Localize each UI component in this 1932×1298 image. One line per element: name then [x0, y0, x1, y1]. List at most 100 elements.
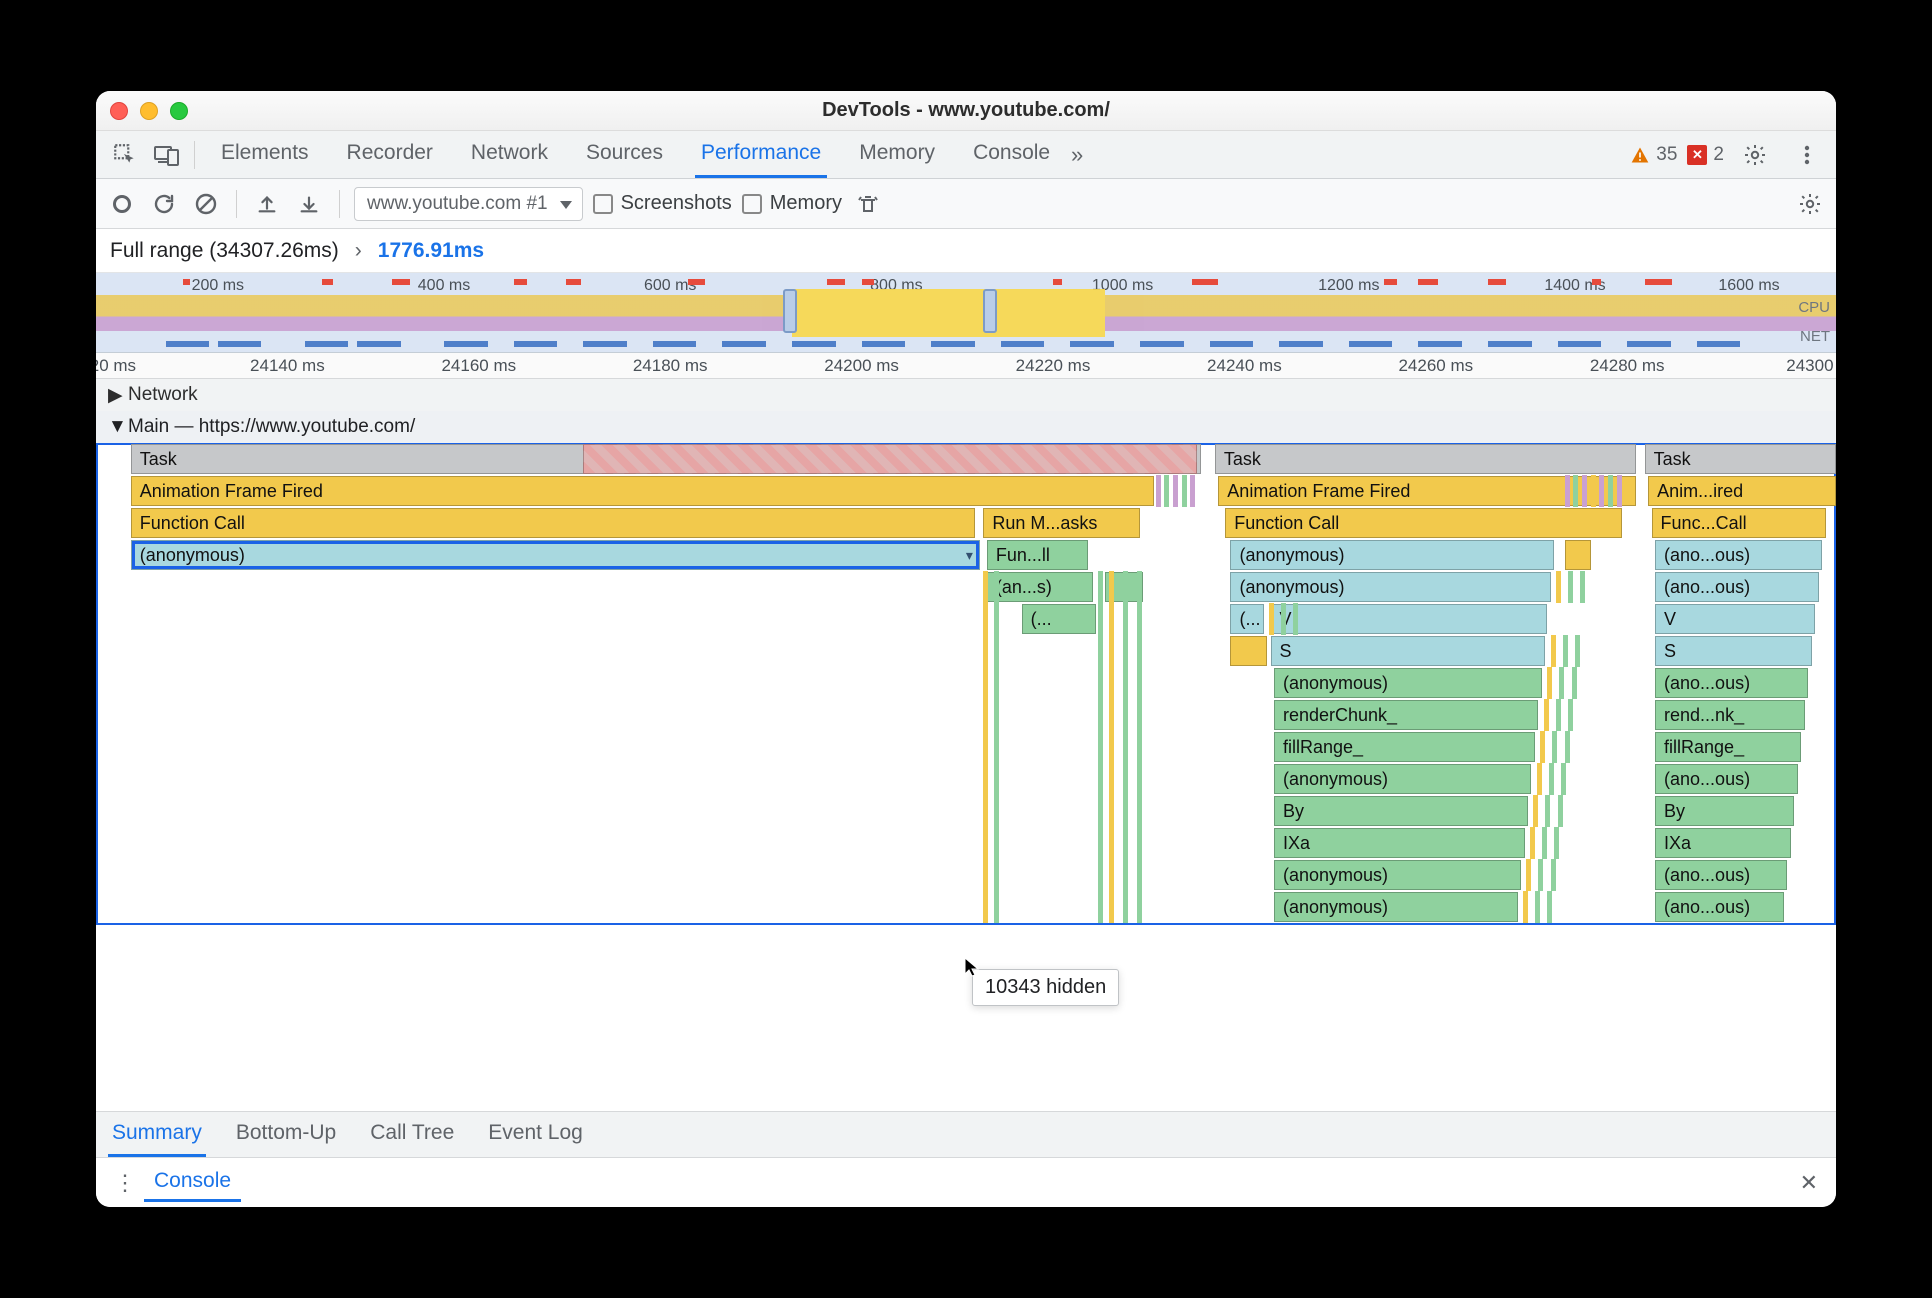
overview-cpu-peak: [792, 289, 1105, 337]
panel-tabs: Elements Recorder Network Sources Performanc…: [215, 131, 1056, 178]
flame-entry[interactable]: (anonymous): [1274, 764, 1532, 794]
inspect-element-icon[interactable]: [110, 140, 140, 170]
flame-entry[interactable]: Function Call: [1225, 508, 1622, 538]
flame-entry[interactable]: (anonymous): [1274, 892, 1518, 922]
flame-entry[interactable]: (ano...ous): [1655, 572, 1819, 602]
flame-entry[interactable]: (ano...ous): [1655, 764, 1798, 794]
memory-checkbox[interactable]: Memory: [742, 192, 842, 215]
flame-entry[interactable]: IXa: [1655, 828, 1791, 858]
ruler-tick: 24280 ms: [1590, 356, 1665, 376]
overview-handle-left[interactable]: [783, 289, 797, 333]
details-tab-call-tree[interactable]: Call Tree: [366, 1112, 458, 1157]
flame-entry[interactable]: Function Call: [131, 508, 975, 538]
overview-net-band: [96, 341, 1836, 349]
panel-tab-console[interactable]: Console: [967, 131, 1056, 178]
flame-entry[interactable]: (anonymous)▾: [131, 540, 980, 570]
panel-tab-elements[interactable]: Elements: [215, 131, 315, 178]
performance-toolbar: www.youtube.com #1 Screenshots Memory: [96, 179, 1836, 229]
network-track-header[interactable]: ▶ Network: [96, 379, 1836, 411]
flame-entry[interactable]: [1565, 540, 1591, 570]
error-icon: ✕: [1687, 145, 1707, 165]
clear-button[interactable]: [190, 188, 222, 220]
warnings-indicator[interactable]: 35: [1630, 144, 1677, 166]
flame-entry[interactable]: Task: [1215, 444, 1636, 474]
console-tab[interactable]: Console: [144, 1163, 241, 1202]
cpu-label: CPU: [1798, 299, 1830, 316]
flame-entry[interactable]: By: [1274, 796, 1528, 826]
flame-entry[interactable]: IXa: [1274, 828, 1525, 858]
ruler-tick: 24180 ms: [633, 356, 708, 376]
flame-entry[interactable]: (anonymous): [1274, 668, 1542, 698]
flame-entry[interactable]: Task: [1645, 444, 1836, 474]
flame-entry[interactable]: (ano...ous): [1655, 860, 1787, 890]
flame-entry[interactable]: (an...s): [987, 572, 1093, 602]
console-drawer: ⋮ Console ✕: [96, 1157, 1836, 1207]
network-track-label: Network: [128, 384, 198, 406]
details-tab-event-log[interactable]: Event Log: [484, 1112, 587, 1157]
garbage-collect-icon[interactable]: [852, 188, 884, 220]
flame-entry[interactable]: Run M...asks: [983, 508, 1140, 538]
panel-tab-performance[interactable]: Performance: [695, 131, 827, 178]
panel-tab-sources[interactable]: Sources: [580, 131, 669, 178]
device-toolbar-icon[interactable]: [152, 140, 182, 170]
screenshots-checkbox[interactable]: Screenshots: [593, 192, 732, 215]
flame-entry[interactable]: (anonymous): [1230, 540, 1554, 570]
selection-range-label[interactable]: 1776.91ms: [378, 239, 484, 263]
warnings-count: 35: [1656, 144, 1677, 166]
overview-handle-right[interactable]: [983, 289, 997, 333]
full-range-label[interactable]: Full range (34307.26ms): [110, 239, 339, 263]
panel-tab-memory[interactable]: Memory: [853, 131, 941, 178]
flame-entry[interactable]: (ano...ous): [1655, 668, 1808, 698]
more-tabs-chevron-icon[interactable]: »: [1062, 140, 1092, 170]
flame-entry[interactable]: fillRange_: [1655, 732, 1801, 762]
timeline-ruler[interactable]: 120 ms24140 ms24160 ms24180 ms24200 ms24…: [96, 353, 1836, 379]
flame-entry[interactable]: S: [1271, 636, 1546, 666]
flame-entry[interactable]: fillRange_: [1274, 732, 1535, 762]
errors-indicator[interactable]: ✕ 2: [1687, 144, 1724, 166]
flame-entry[interactable]: Fun...ll: [987, 540, 1088, 570]
flame-entry[interactable]: Animation Frame Fired: [131, 476, 1154, 506]
download-profile-icon[interactable]: [293, 188, 325, 220]
flame-entry[interactable]: [1230, 636, 1267, 666]
record-button[interactable]: [106, 188, 138, 220]
flame-entry[interactable]: (ano...ous): [1655, 540, 1822, 570]
recording-select[interactable]: www.youtube.com #1: [354, 187, 583, 221]
panel-tab-network[interactable]: Network: [465, 131, 554, 178]
devtools-tabbar: Elements Recorder Network Sources Performanc…: [96, 131, 1836, 179]
flame-entry[interactable]: (ano...ous): [1655, 892, 1784, 922]
track-pane[interactable]: ▶ Network ▼ Main — https://www.youtube.c…: [96, 379, 1836, 1111]
main-track-header[interactable]: ▼ Main — https://www.youtube.com/: [96, 411, 1836, 443]
flame-entry[interactable]: (anonymous): [1274, 860, 1521, 890]
details-tab-summary[interactable]: Summary: [108, 1112, 206, 1157]
flame-entry[interactable]: Func...Call: [1652, 508, 1826, 538]
flame-entry[interactable]: V: [1271, 604, 1548, 634]
drawer-kebab-icon[interactable]: ⋮: [104, 1170, 144, 1196]
flame-entry[interactable]: (anonymous): [1230, 572, 1550, 602]
reload-record-button[interactable]: [148, 188, 180, 220]
ruler-tick: 24220 ms: [1016, 356, 1091, 376]
flame-chart[interactable]: TaskTaskTaskAnimation Frame FiredAnimati…: [96, 443, 1836, 925]
ruler-tick: 24200 ms: [824, 356, 899, 376]
timeline-overview[interactable]: 200 ms400 ms600 ms800 ms1000 ms1200 ms14…: [96, 273, 1836, 353]
flame-entry[interactable]: [583, 444, 1197, 474]
flame-entry[interactable]: V: [1655, 604, 1815, 634]
flame-entry[interactable]: Anim...ired: [1648, 476, 1836, 506]
kebab-menu-icon[interactable]: [1792, 140, 1822, 170]
disclosure-triangle-icon: ▶: [108, 384, 122, 407]
details-tab-bottom-up[interactable]: Bottom-Up: [232, 1112, 340, 1157]
mouse-cursor-icon: [963, 956, 983, 978]
errors-count: 2: [1713, 144, 1724, 166]
flame-entry[interactable]: By: [1655, 796, 1794, 826]
settings-gear-icon[interactable]: [1740, 140, 1770, 170]
flame-entry[interactable]: S: [1655, 636, 1812, 666]
flame-entry[interactable]: rend...nk_: [1655, 700, 1805, 730]
close-drawer-icon[interactable]: ✕: [1790, 1170, 1828, 1196]
divider: [194, 141, 195, 169]
panel-tab-recorder[interactable]: Recorder: [341, 131, 439, 178]
flame-entry[interactable]: renderChunk_: [1274, 700, 1538, 730]
flame-entry[interactable]: (...: [1230, 604, 1263, 634]
flame-entry[interactable]: (...: [1022, 604, 1097, 634]
capture-settings-gear-icon[interactable]: [1794, 188, 1826, 220]
checkbox-icon: [593, 194, 613, 214]
upload-profile-icon[interactable]: [251, 188, 283, 220]
